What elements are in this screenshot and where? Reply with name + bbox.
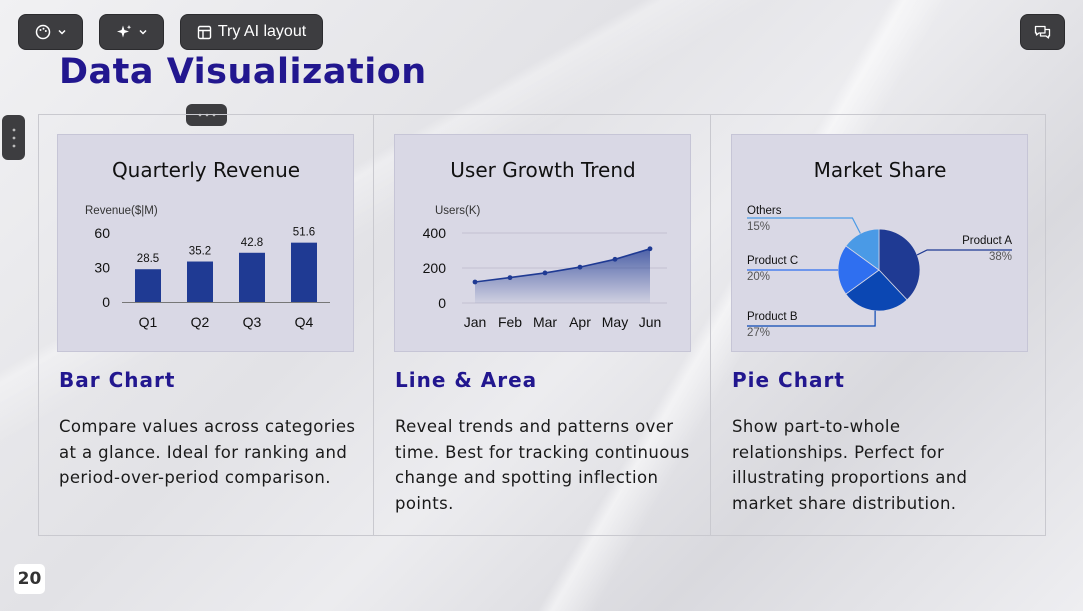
x-tick-label: Q1 [139,314,158,330]
slice-percent-label: 15% [747,221,770,233]
x-tick-label: Q3 [243,314,262,330]
x-tick-label: Mar [533,314,557,330]
pie-slice [878,228,921,301]
try-ai-layout-button[interactable]: Try AI layout [180,14,323,50]
palette-icon [35,24,51,40]
chevron-down-icon [138,27,148,37]
area-fill [475,248,650,303]
y-axis-label: Users(K) [435,205,481,217]
bar [239,252,265,302]
y-tick-label: 200 [423,260,447,276]
comment-icon [1034,25,1051,40]
slice-percent-label: 20% [747,271,770,283]
series-line [474,248,651,283]
side-drag-handle[interactable] [2,115,25,160]
chart-title: User Growth Trend [450,158,635,182]
slice-percent-label: 27% [747,327,770,339]
slice-label: Others [747,205,782,217]
slice-percent-label: 38% [989,251,1012,263]
x-tick-label: May [602,314,628,330]
sparkles-icon [116,24,132,40]
cards-container[interactable] [38,114,1046,536]
y-tick-label: 400 [423,225,447,241]
data-label: 51.6 [293,227,315,239]
theme-button[interactable] [18,14,83,50]
pie-chart: Market Share Product A 38% Product B 27% Prod… [747,158,1012,339]
card-heading-bar-chart[interactable]: Bar Chart [59,368,176,392]
column-divider [373,114,374,536]
y-tick-label: 30 [94,260,110,276]
slice-label: Product B [747,311,798,323]
ai-assist-button[interactable] [99,14,164,50]
layout-icon [197,25,212,40]
chart-title: Market Share [814,158,947,182]
x-tick-label: Q2 [191,314,210,330]
bar [135,269,161,302]
leader-line [747,310,876,327]
slice-label: Product A [962,235,1012,247]
bar [291,242,317,302]
bar [187,261,213,302]
data-point [507,275,513,281]
data-point [612,256,618,262]
column-divider [710,114,711,536]
card-description-line-area[interactable]: Reveal trends and patterns over time. Be… [395,417,690,513]
area-chart-panel[interactable]: User Growth Trend Users(K) 0 200 400 Jan Feb Ma… [394,134,691,352]
leader-line [747,217,861,234]
y-tick-label: 0 [438,295,446,311]
try-ai-layout-label: Try AI layout [217,23,307,40]
data-point [577,264,583,270]
x-tick-label: Q4 [295,314,314,330]
data-point [542,270,548,276]
y-tick-label: 0 [102,294,110,310]
data-label: 42.8 [241,237,263,249]
area-chart: User Growth Trend Users(K) 0 200 400 Jan Feb Ma… [423,158,667,330]
bar-chart: Quarterly Revenue Revenue($|M) 0 30 60 28.5 Q1… [85,158,330,330]
comments-button[interactable] [1020,14,1065,50]
y-axis-label: Revenue($|M) [85,205,158,217]
card-heading-line-area[interactable]: Line & Area [395,368,538,392]
data-label: 28.5 [137,253,159,265]
card-description-bar-chart[interactable]: Compare values across categories at a gl… [59,417,356,487]
card-heading-pie-chart[interactable]: Pie Chart [732,368,845,392]
chevron-down-icon [57,27,67,37]
x-tick-label: Apr [569,314,591,330]
x-tick-label: Feb [498,314,522,330]
x-tick-label: Jan [464,314,487,330]
data-point [647,246,653,252]
chart-title: Quarterly Revenue [112,158,300,182]
page-title[interactable]: Data Visualization [59,52,427,92]
pie-chart-panel[interactable]: Market Share Product A 38% Product B 27% Prod… [731,134,1028,352]
data-point [472,279,478,285]
slice-label: Product C [747,255,798,267]
page-number: 20 [14,564,45,594]
y-tick-label: 60 [94,225,110,241]
data-label: 35.2 [189,246,211,258]
card-description-pie-chart[interactable]: Show part-to-whole relationships. Perfec… [732,417,968,513]
leader-line [916,249,1012,256]
bar-chart-panel[interactable]: Quarterly Revenue Revenue($|M) 0 30 60 28.5 Q1… [57,134,354,352]
x-tick-label: Jun [639,314,662,330]
